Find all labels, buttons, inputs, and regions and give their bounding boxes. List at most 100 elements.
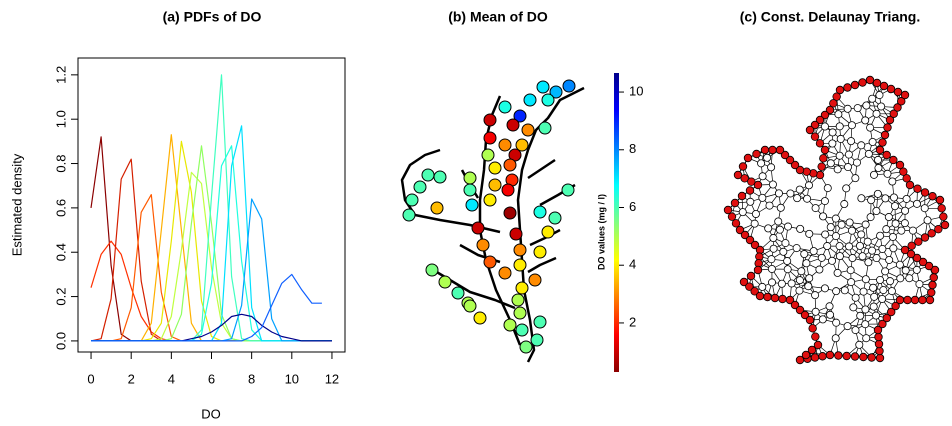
density-line (91, 125, 332, 342)
station-point (541, 93, 555, 107)
interior-node (879, 286, 888, 295)
boundary-node (819, 154, 828, 163)
boundary-node (746, 271, 756, 281)
boundary-node (924, 261, 934, 271)
x-axis-label: DO (201, 406, 221, 421)
interior-node (864, 149, 873, 158)
interior-node (844, 163, 853, 172)
interior-node (851, 326, 860, 335)
station-point (465, 198, 479, 212)
interior-node (876, 275, 885, 284)
boundary-node (879, 81, 889, 91)
boundary-node (850, 80, 860, 90)
interior-node (795, 276, 804, 285)
station-point (533, 315, 547, 329)
interior-node (826, 223, 835, 232)
boundary-node (934, 224, 943, 234)
boundary-node (817, 162, 826, 171)
boundary-node (834, 351, 843, 360)
interior-node (828, 256, 837, 265)
interior-node (795, 185, 804, 194)
boundary-node (810, 120, 820, 130)
boundary-node (740, 174, 749, 183)
station-point (519, 340, 533, 354)
interior-node (878, 244, 887, 253)
boundary-node (893, 103, 902, 112)
interior-node (802, 259, 811, 268)
interior-node (843, 104, 852, 113)
station-point (433, 170, 447, 184)
station-point (509, 227, 523, 241)
interior-node (775, 225, 784, 234)
boundary-node (810, 353, 820, 362)
interior-node (823, 242, 832, 251)
station-point (511, 293, 525, 307)
colorbar-tick-label: 6 (629, 199, 636, 214)
boundary-node (740, 230, 750, 240)
station-point (549, 85, 563, 99)
interior-node (867, 196, 876, 205)
boundary-node (825, 350, 835, 360)
interior-node (902, 194, 911, 203)
boundary-node (843, 83, 852, 92)
boundary-node (939, 212, 948, 221)
station-point (463, 299, 477, 313)
interior-node (795, 286, 804, 295)
interior-node (767, 163, 776, 172)
interior-node (833, 268, 842, 277)
boundary-node (770, 293, 780, 303)
boundary-node (880, 130, 890, 140)
interior-node (811, 307, 820, 316)
boundary-node (842, 351, 851, 361)
boundary-node (768, 145, 777, 155)
interior-node (872, 254, 881, 263)
boundary-node (755, 291, 765, 301)
station-point (541, 225, 555, 239)
interior-node (872, 207, 881, 216)
interior-node (881, 267, 890, 276)
boundary-node (778, 294, 787, 304)
boundary-node (731, 219, 741, 228)
interior-node (796, 224, 805, 233)
station-point (503, 206, 517, 220)
interior-node (882, 225, 891, 234)
interior-node (857, 194, 866, 203)
boundary-node (875, 346, 884, 356)
boundary-node (813, 340, 823, 350)
boundary-node (875, 353, 885, 363)
interior-node (787, 279, 796, 288)
boundary-node (800, 310, 810, 320)
interior-node (856, 311, 865, 320)
colorbar (614, 73, 619, 372)
interior-node (825, 302, 834, 311)
station-point (483, 113, 497, 127)
interior-node (861, 220, 870, 229)
interior-node (888, 232, 897, 241)
interior-node (874, 155, 883, 164)
boundary-node (858, 78, 867, 87)
boundary-node (918, 257, 928, 267)
boundary-node (927, 229, 936, 238)
x-tick-label: 10 (285, 371, 299, 386)
interior-node (826, 159, 835, 168)
boundary-node (810, 132, 820, 141)
interior-node (866, 123, 875, 132)
y-tick-label: 0.0 (53, 332, 68, 350)
station-point (425, 263, 439, 277)
boundary-node (940, 220, 950, 230)
interior-node (866, 213, 875, 222)
boundary-node (727, 212, 737, 221)
station-point (513, 109, 527, 123)
boundary-node (907, 241, 916, 251)
interior-node (792, 244, 801, 253)
interior-node (833, 165, 842, 174)
interior-node (831, 214, 840, 223)
interior-node (809, 247, 818, 256)
boundary-node (745, 235, 755, 245)
map-outline (400, 86, 585, 363)
boundary-node (730, 198, 740, 208)
boundary-node (775, 145, 785, 155)
interior-node (842, 184, 851, 193)
boundary-node (753, 265, 763, 275)
interior-node (840, 200, 849, 209)
